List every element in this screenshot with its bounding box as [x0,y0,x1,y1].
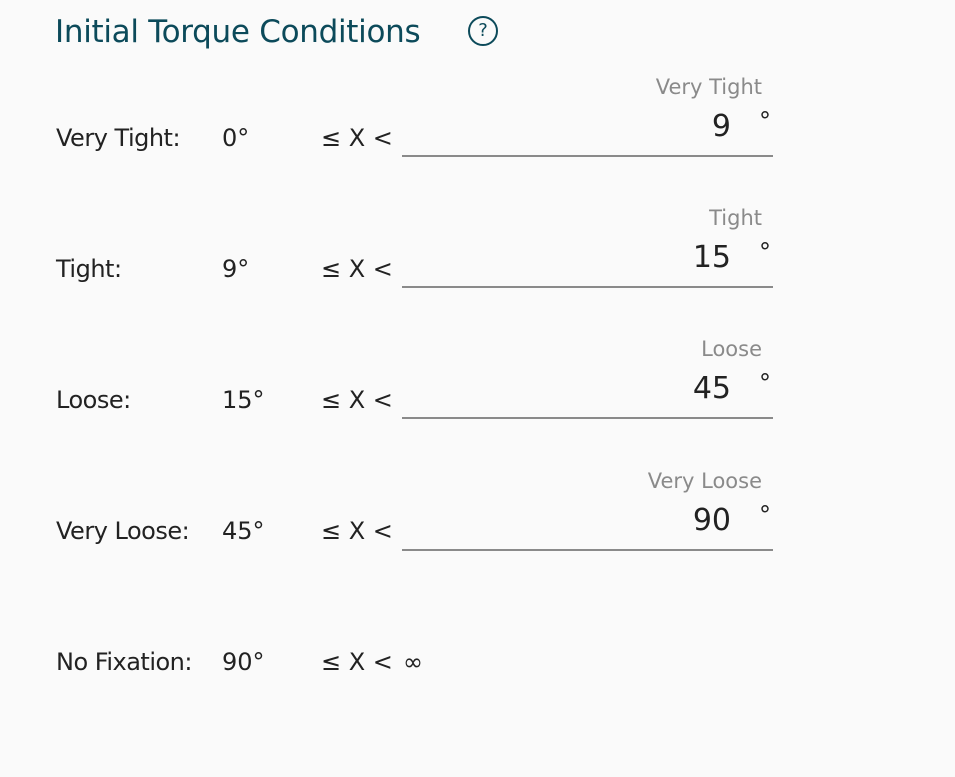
infinity-max: ∞ [403,648,423,676]
field-label: Very Loose [647,469,762,493]
condition-label: Very Loose: [56,517,190,545]
operator: ≤ X < [321,517,393,545]
very-loose-input[interactable] [431,503,731,538]
unit: ° [759,107,771,135]
tight-field[interactable]: Tight ° [402,206,773,288]
condition-min: 90° [222,648,265,676]
condition-row-no-fixation: No Fixation: 90° ≤ X < ∞ [0,600,955,731]
operator: ≤ X < [321,124,393,152]
very-loose-field[interactable]: Very Loose ° [402,469,773,551]
help-icon[interactable]: ? [468,16,498,46]
condition-label: No Fixation: [56,648,192,676]
condition-row-very-loose: Very Loose: 45° ≤ X < Very Loose ° [0,469,955,600]
operator: ≤ X < [321,386,393,414]
condition-label: Loose: [56,386,131,414]
field-label: Tight [709,206,762,230]
page-title: Initial Torque Conditions [55,14,421,50]
condition-min: 45° [222,517,265,545]
condition-row-loose: Loose: 15° ≤ X < Loose ° [0,337,955,468]
operator: ≤ X < [321,648,393,676]
unit: ° [759,501,771,529]
loose-field[interactable]: Loose ° [402,337,773,419]
very-tight-field[interactable]: Very Tight ° [402,75,773,157]
unit: ° [759,238,771,266]
field-label: Loose [701,337,762,361]
condition-label: Tight: [56,255,122,283]
condition-min: 9° [222,255,250,283]
very-tight-input[interactable] [431,109,731,144]
loose-input[interactable] [431,371,731,406]
field-label: Very Tight [655,75,762,99]
condition-min: 15° [222,386,265,414]
condition-row-very-tight: Very Tight: 0° ≤ X < Very Tight ° [0,75,955,206]
condition-row-tight: Tight: 9° ≤ X < Tight ° [0,206,955,337]
unit: ° [759,369,771,397]
tight-input[interactable] [431,240,731,275]
condition-label: Very Tight: [56,124,181,152]
operator: ≤ X < [321,255,393,283]
condition-min: 0° [222,124,250,152]
